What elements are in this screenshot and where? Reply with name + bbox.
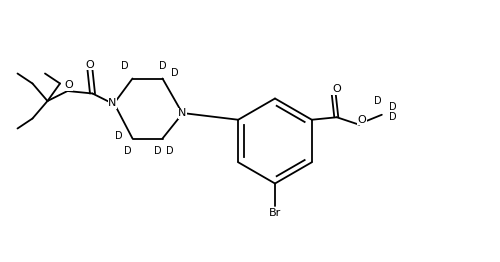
Text: O: O <box>64 80 73 90</box>
Text: Br: Br <box>269 209 281 219</box>
Text: D: D <box>158 61 166 71</box>
Text: D: D <box>154 146 162 156</box>
Text: D: D <box>171 68 179 79</box>
Text: O: O <box>332 84 340 94</box>
Text: D: D <box>114 131 122 141</box>
Text: D: D <box>374 96 382 106</box>
Text: N: N <box>108 99 116 108</box>
Text: N: N <box>178 108 186 118</box>
Text: D: D <box>389 112 396 122</box>
Text: O: O <box>86 59 94 69</box>
Text: D: D <box>389 102 396 112</box>
Text: D: D <box>124 146 132 156</box>
Text: D: D <box>121 61 129 71</box>
Text: O: O <box>358 115 366 125</box>
Text: D: D <box>166 146 174 156</box>
